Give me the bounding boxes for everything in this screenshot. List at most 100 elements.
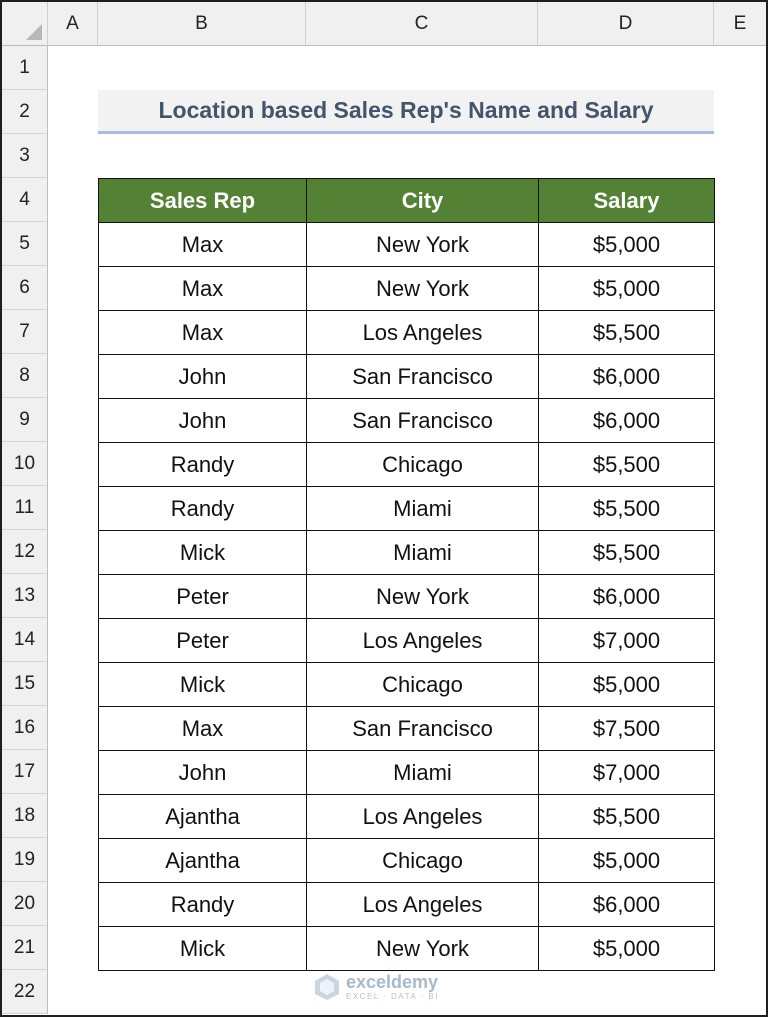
row-header[interactable]: 13 [2, 574, 48, 618]
cell-city[interactable]: Chicago [306, 838, 539, 883]
cell-city[interactable]: San Francisco [306, 706, 539, 751]
table-row: Max San Francisco $7,500 [98, 706, 715, 751]
column-header-d[interactable]: D [538, 2, 714, 46]
cell-city[interactable]: Miami [306, 486, 539, 531]
cell-salary[interactable]: $5,500 [538, 442, 715, 487]
cell-city[interactable]: Chicago [306, 662, 539, 707]
cell-salary[interactable]: $7,000 [538, 750, 715, 795]
cell-city[interactable]: Chicago [306, 442, 539, 487]
row-header[interactable]: 16 [2, 706, 48, 750]
cell-city[interactable]: Miami [306, 530, 539, 575]
cell-sales-rep[interactable]: Randy [98, 486, 307, 531]
cell-salary[interactable]: $6,000 [538, 398, 715, 443]
table-row: Ajantha Los Angeles $5,500 [98, 794, 715, 839]
cell-salary[interactable]: $5,500 [538, 794, 715, 839]
cell-salary[interactable]: $6,000 [538, 574, 715, 619]
row-header[interactable]: 10 [2, 442, 48, 486]
cell-salary[interactable]: $5,500 [538, 310, 715, 355]
cell-sales-rep[interactable]: Randy [98, 882, 307, 927]
table-row: Peter New York $6,000 [98, 574, 715, 619]
table-row: Mick Miami $5,500 [98, 530, 715, 575]
row-header[interactable]: 1 [2, 46, 48, 90]
row-header[interactable]: 2 [2, 90, 48, 134]
cell-sales-rep[interactable]: John [98, 398, 307, 443]
cell-salary[interactable]: $5,000 [538, 662, 715, 707]
cell-sales-rep[interactable]: Max [98, 266, 307, 311]
cell-city[interactable]: San Francisco [306, 354, 539, 399]
cell-sales-rep[interactable]: Peter [98, 574, 307, 619]
row-header[interactable]: 6 [2, 266, 48, 310]
row-header[interactable]: 18 [2, 794, 48, 838]
cell-salary[interactable]: $6,000 [538, 882, 715, 927]
table-row: Max Los Angeles $5,500 [98, 310, 715, 355]
cell-salary[interactable]: $5,500 [538, 530, 715, 575]
cell-sales-rep[interactable]: Max [98, 222, 307, 267]
watermark-tagline: EXCEL · DATA · BI [346, 992, 439, 1001]
select-all-corner[interactable] [2, 2, 48, 46]
header-city[interactable]: City [306, 178, 539, 223]
cell-city[interactable]: San Francisco [306, 398, 539, 443]
row-header[interactable]: 3 [2, 134, 48, 178]
row-header[interactable]: 22 [2, 970, 48, 1014]
row-header[interactable]: 20 [2, 882, 48, 926]
cell-city[interactable]: New York [306, 266, 539, 311]
cell-city[interactable]: Los Angeles [306, 882, 539, 927]
sheet-title: Location based Sales Rep's Name and Sala… [98, 90, 714, 134]
cell-sales-rep[interactable]: Mick [98, 662, 307, 707]
cell-city[interactable]: Los Angeles [306, 618, 539, 663]
cell-city[interactable]: New York [306, 574, 539, 619]
table-row: Max New York $5,000 [98, 222, 715, 267]
column-header-c[interactable]: C [306, 2, 538, 46]
table-row: Randy Chicago $5,500 [98, 442, 715, 487]
row-header[interactable]: 7 [2, 310, 48, 354]
cell-city[interactable]: New York [306, 926, 539, 971]
cell-sales-rep[interactable]: John [98, 750, 307, 795]
row-header[interactable]: 5 [2, 222, 48, 266]
row-header[interactable]: 14 [2, 618, 48, 662]
cell-salary[interactable]: $7,000 [538, 618, 715, 663]
cell-sales-rep[interactable]: Max [98, 706, 307, 751]
cell-salary[interactable]: $5,000 [538, 266, 715, 311]
sales-table: Sales Rep City Salary Max New York $5,000 M… [98, 178, 715, 971]
row-header[interactable]: 4 [2, 178, 48, 222]
cell-salary[interactable]: $5,000 [538, 926, 715, 971]
cell-salary[interactable]: $7,500 [538, 706, 715, 751]
table-row: John San Francisco $6,000 [98, 354, 715, 399]
cell-salary[interactable]: $5,000 [538, 838, 715, 883]
cell-sales-rep[interactable]: Ajantha [98, 794, 307, 839]
cell-sales-rep[interactable]: Randy [98, 442, 307, 487]
cell-city[interactable]: Los Angeles [306, 310, 539, 355]
cell-sales-rep[interactable]: Peter [98, 618, 307, 663]
column-header-a[interactable]: A [48, 2, 98, 46]
cell-salary[interactable]: $5,500 [538, 486, 715, 531]
cell-city[interactable]: Los Angeles [306, 794, 539, 839]
row-header[interactable]: 17 [2, 750, 48, 794]
row-header[interactable]: 15 [2, 662, 48, 706]
row-header[interactable]: 8 [2, 354, 48, 398]
table-row: John Miami $7,000 [98, 750, 715, 795]
cell-sales-rep[interactable]: Mick [98, 926, 307, 971]
row-header[interactable]: 19 [2, 838, 48, 882]
cell-sales-rep[interactable]: John [98, 354, 307, 399]
cell-salary[interactable]: $6,000 [538, 354, 715, 399]
cell-salary[interactable]: $5,000 [538, 222, 715, 267]
table-header-row: Sales Rep City Salary [98, 178, 715, 223]
cell-sales-rep[interactable]: Mick [98, 530, 307, 575]
cell-city[interactable]: New York [306, 222, 539, 267]
column-header-b[interactable]: B [98, 2, 306, 46]
header-sales-rep[interactable]: Sales Rep [98, 178, 307, 223]
table-row: Peter Los Angeles $7,000 [98, 618, 715, 663]
cell-city[interactable]: Miami [306, 750, 539, 795]
table-row: Randy Miami $5,500 [98, 486, 715, 531]
table-row: Mick Chicago $5,000 [98, 662, 715, 707]
header-salary[interactable]: Salary [538, 178, 715, 223]
row-header[interactable]: 12 [2, 530, 48, 574]
row-header[interactable]: 9 [2, 398, 48, 442]
cell-sales-rep[interactable]: Ajantha [98, 838, 307, 883]
cell-sales-rep[interactable]: Max [98, 310, 307, 355]
row-header[interactable]: 11 [2, 486, 48, 530]
table-row: John San Francisco $6,000 [98, 398, 715, 443]
column-header-e[interactable]: E [714, 2, 766, 46]
row-header[interactable]: 21 [2, 926, 48, 970]
